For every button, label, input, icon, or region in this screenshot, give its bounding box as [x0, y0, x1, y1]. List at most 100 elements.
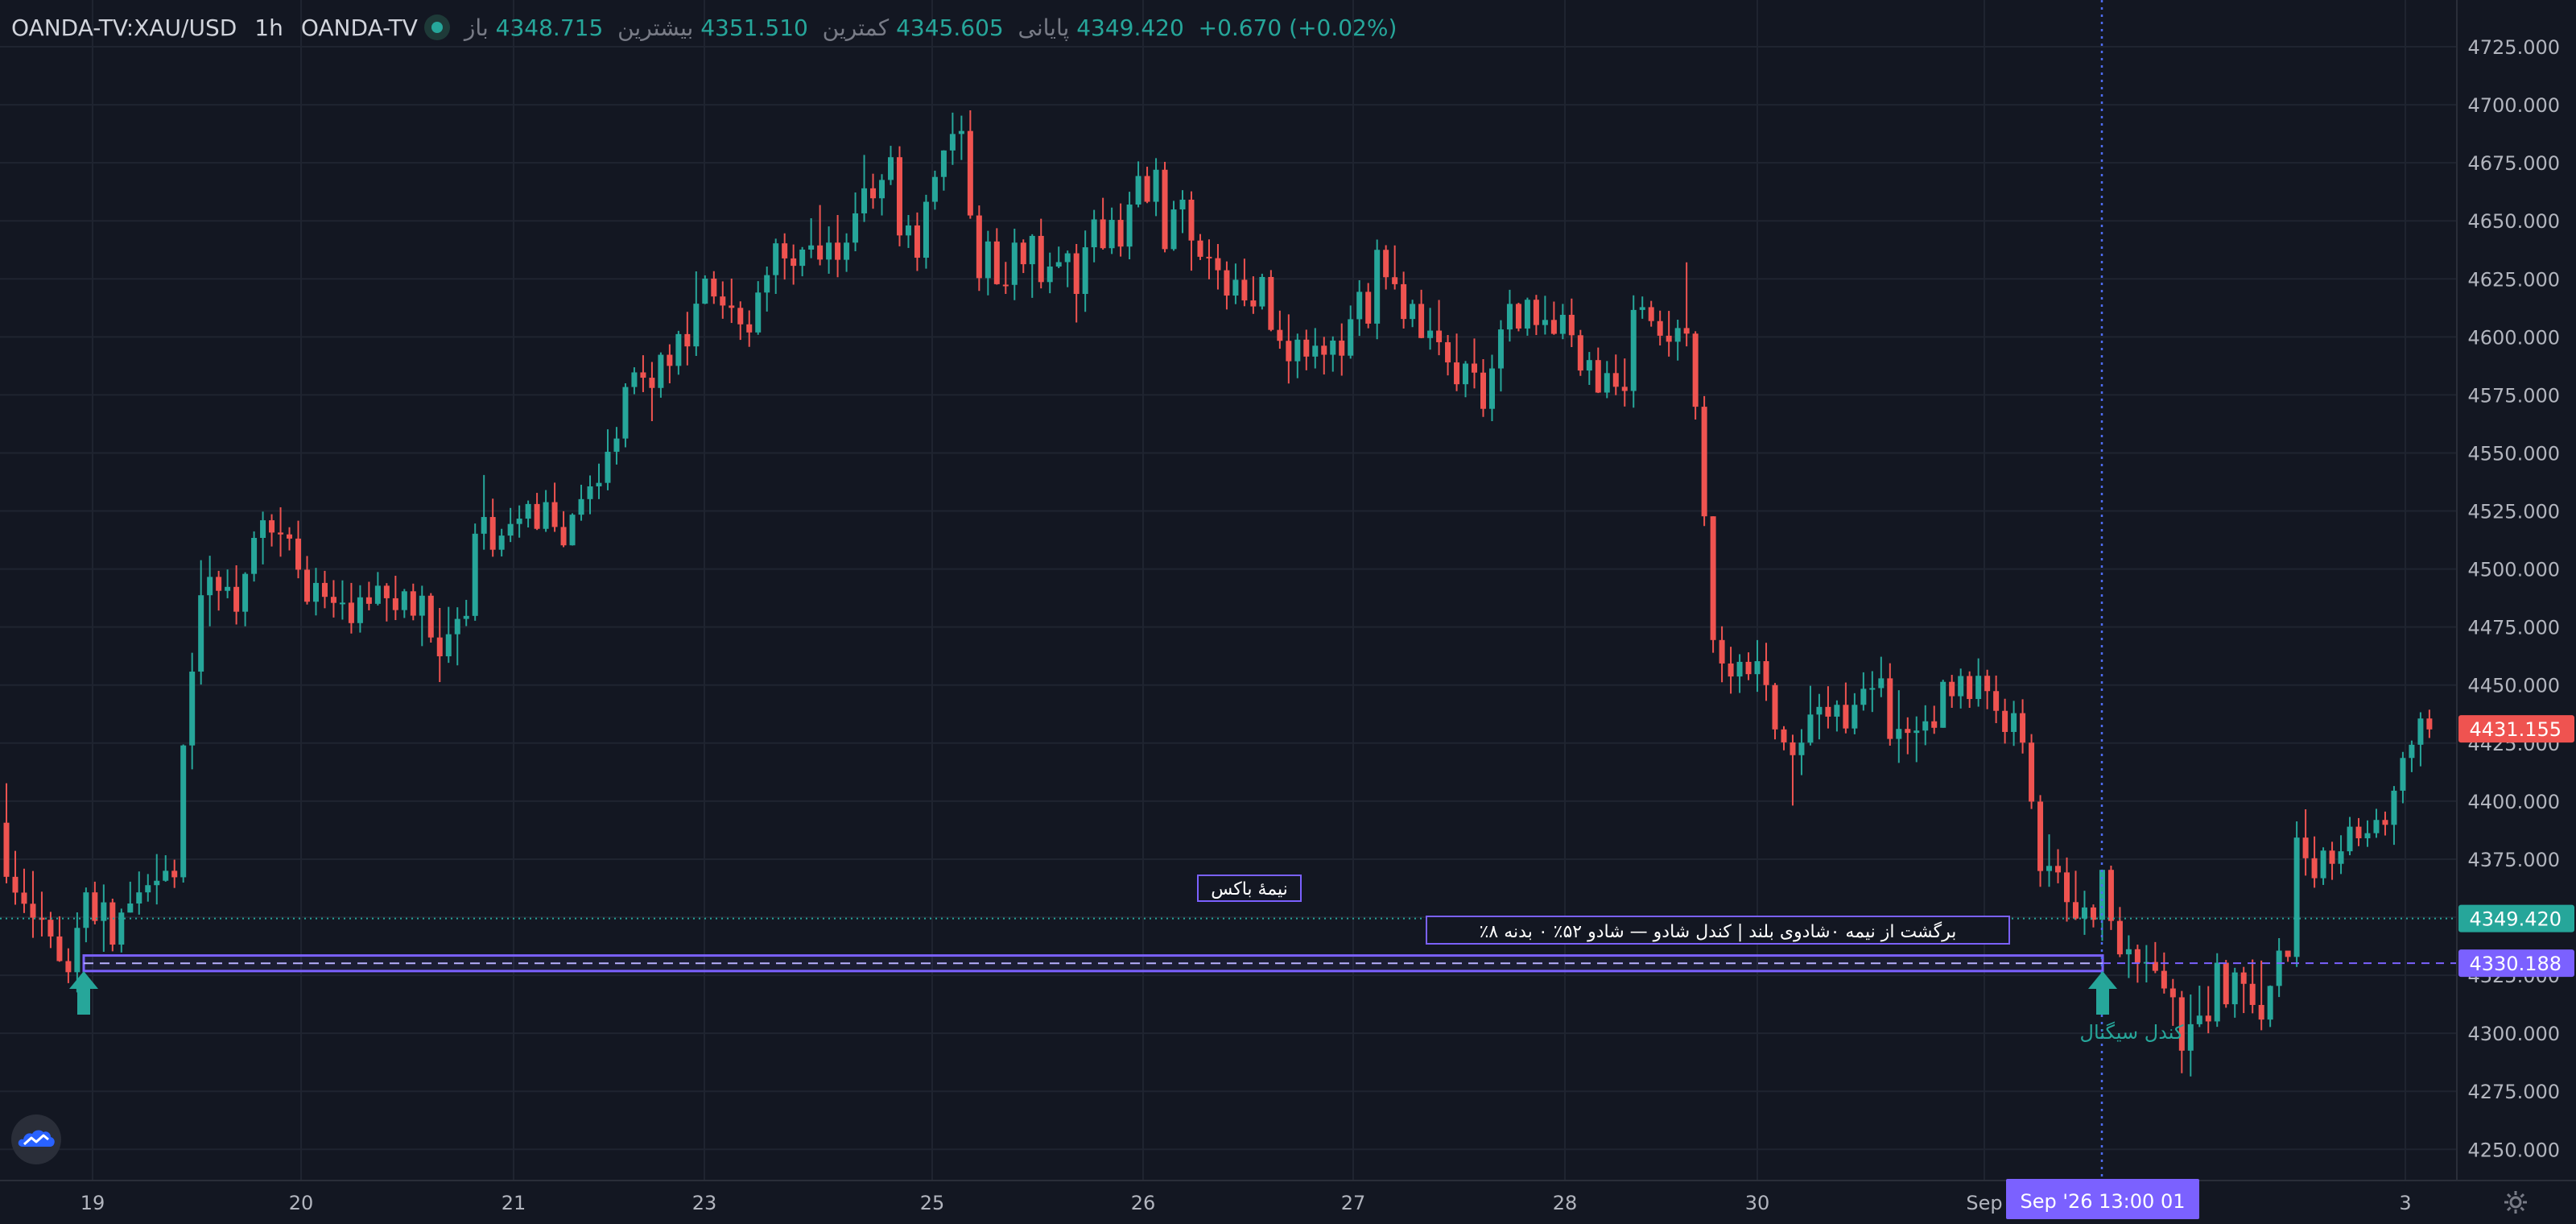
candle	[1197, 234, 1203, 260]
time-tick-label: 23	[692, 1192, 717, 1214]
candle-body	[720, 296, 726, 306]
candle	[1869, 671, 1876, 713]
time-tick-label: 21	[502, 1192, 526, 1214]
candle-body	[1728, 663, 1734, 677]
candle-body	[993, 241, 1000, 284]
candle-body	[1913, 730, 1920, 734]
candle-body	[923, 201, 929, 258]
candle	[1206, 239, 1212, 279]
candle	[2338, 835, 2344, 875]
candle	[2107, 866, 2114, 930]
candle-body	[675, 333, 682, 366]
time-tick-label: Sep	[1966, 1192, 2002, 1214]
candle-body	[1993, 691, 2000, 711]
candle-body	[1286, 341, 1292, 362]
candle-body	[30, 904, 36, 918]
candle	[2249, 959, 2256, 1014]
candle-body	[2329, 850, 2335, 864]
candle-body	[2081, 907, 2087, 919]
candle-body	[1621, 387, 1628, 391]
candle	[357, 585, 363, 633]
candle-body	[755, 292, 762, 333]
candle-body	[419, 595, 425, 616]
candle	[1055, 246, 1062, 269]
candle	[587, 475, 593, 515]
candle	[1648, 300, 1654, 327]
candle	[2293, 821, 2300, 967]
candle-body	[1197, 240, 1203, 257]
candle-body	[1763, 661, 1769, 685]
candle-body	[1153, 169, 1159, 202]
candle-body	[711, 278, 717, 297]
candle-body	[2055, 866, 2062, 873]
candle-body	[330, 597, 336, 603]
candle	[436, 608, 443, 682]
candle	[1472, 338, 1478, 389]
interval-label[interactable]: 1h	[254, 14, 283, 41]
candle-body	[1064, 253, 1071, 263]
half-box-zone[interactable]	[82, 954, 2104, 973]
candle-body	[1692, 333, 1699, 407]
candle-body	[534, 503, 540, 529]
candle-body	[321, 582, 328, 598]
candle	[702, 275, 708, 304]
candle	[1790, 734, 1796, 806]
candle-body	[1330, 340, 1336, 355]
candle-body	[2107, 870, 2114, 921]
candle	[931, 170, 938, 210]
time-axis[interactable]: 19 20 21 23 25 26 27 28 30 Sep 3 Sep '26 13:00 01	[0, 1179, 2576, 1224]
price-axis[interactable]: 4725.000 4700.000 4675.000 4650.000 4625.000…	[2456, 0, 2576, 1181]
candle	[976, 205, 982, 292]
candle-body	[905, 225, 911, 236]
candle	[1524, 297, 1530, 336]
candle-body	[21, 892, 27, 904]
candle-body	[242, 573, 249, 612]
candle	[967, 110, 973, 219]
candles	[3, 110, 2433, 1077]
candle	[1410, 300, 1416, 328]
candle-body	[1577, 335, 1583, 371]
candle	[693, 271, 700, 356]
candle-body	[365, 597, 372, 604]
candle-body	[1878, 678, 1885, 688]
candle	[1011, 229, 1018, 300]
tradingview-cloud-icon[interactable]	[11, 1114, 61, 1164]
candle-body	[1418, 304, 1425, 338]
candle-body	[101, 902, 107, 921]
candle	[2090, 904, 2096, 928]
candle-body	[1843, 705, 1849, 729]
candle	[2125, 935, 2132, 978]
candle-body	[472, 533, 478, 616]
up-arrow-icon	[69, 971, 98, 1015]
current-price-label: 4431.155	[2469, 718, 2562, 741]
signal-candle-label: کندل سیگنال	[2080, 1021, 2185, 1044]
candle	[2002, 698, 2008, 744]
candle	[1365, 283, 1372, 329]
gear-icon[interactable]	[2502, 1189, 2529, 1216]
candle-body	[287, 534, 293, 539]
symbol-name[interactable]: OANDA-TV:XAU/USD	[11, 14, 237, 41]
candle	[1515, 302, 1521, 332]
candle-body	[339, 602, 345, 605]
candle	[2400, 751, 2406, 804]
candle	[1595, 347, 1601, 394]
candle-body	[163, 870, 169, 881]
close-value: 4349.420	[1076, 14, 1184, 41]
source-label: OANDA-TV	[300, 14, 418, 41]
candle	[2231, 967, 2238, 1018]
candle	[278, 507, 284, 557]
candle	[1445, 335, 1451, 376]
symbol-header: OANDA-TV:XAU/USD 1h OANDA-TV باز 4348.71…	[11, 11, 1397, 43]
candle-body	[1303, 339, 1310, 357]
candle-body	[1860, 688, 1867, 705]
candle-body	[737, 308, 744, 325]
candle-body	[2240, 972, 2247, 984]
candle-body	[2125, 949, 2132, 955]
candle	[2169, 978, 2176, 1026]
candle	[2055, 849, 2062, 883]
candle-body	[1356, 292, 1363, 320]
price-tick-label: 4450.000	[2467, 675, 2560, 697]
candle-body	[1427, 330, 1434, 338]
candle	[445, 606, 452, 664]
